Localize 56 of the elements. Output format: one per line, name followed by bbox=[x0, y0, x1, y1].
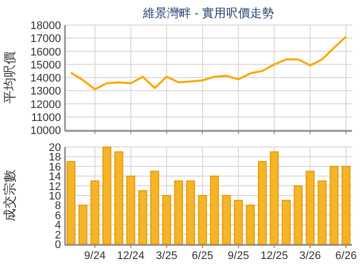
y-tick-label: 0 bbox=[54, 239, 61, 251]
bar bbox=[78, 204, 88, 244]
x-tick-label: 6/26 bbox=[335, 250, 357, 262]
x-tick-label: 12/25 bbox=[260, 250, 288, 262]
y-tick-label: 10 bbox=[48, 190, 61, 202]
x-tick-label: 9/24 bbox=[84, 250, 106, 262]
bar bbox=[270, 151, 279, 244]
bar bbox=[258, 161, 267, 244]
y-tick-label: 16000 bbox=[30, 46, 61, 58]
y-tick-label: 12000 bbox=[30, 98, 61, 111]
y-tick-label: 10000 bbox=[30, 125, 61, 137]
chart-title: 維景灣畔 - 實用呎價走勢 bbox=[142, 6, 274, 20]
bar bbox=[66, 161, 76, 244]
x-tick-label: 12/24 bbox=[117, 250, 145, 262]
bar bbox=[198, 195, 207, 244]
bar bbox=[222, 195, 231, 244]
bar bbox=[306, 170, 315, 244]
bar bbox=[318, 180, 327, 244]
x-tick-label: 9/25 bbox=[228, 250, 250, 262]
bar bbox=[138, 190, 148, 244]
bar bbox=[114, 151, 124, 244]
bar bbox=[126, 176, 136, 244]
y-tick-label: 4 bbox=[54, 220, 61, 232]
y-tick-label: 15000 bbox=[30, 59, 61, 72]
bar bbox=[282, 200, 291, 244]
bar bbox=[342, 166, 350, 244]
bar bbox=[102, 146, 112, 244]
line-series bbox=[70, 36, 348, 90]
y-tick-label: 20 bbox=[48, 142, 61, 154]
y-axis-title: 成交宗數 bbox=[2, 170, 17, 222]
bar bbox=[162, 195, 172, 244]
y-tick-label: 12 bbox=[48, 180, 61, 193]
bar bbox=[174, 180, 184, 244]
bar bbox=[234, 200, 243, 244]
y-tick-label: 18000 bbox=[30, 20, 61, 32]
y-tick-label: 16 bbox=[48, 161, 61, 174]
y-tick-label: 17000 bbox=[30, 33, 61, 46]
y-tick-label: 8 bbox=[54, 200, 61, 212]
x-tick-label: 3/25 bbox=[156, 250, 178, 262]
x-tick-label: 3/26 bbox=[299, 250, 321, 262]
y-tick-label: 14 bbox=[48, 171, 61, 184]
y-tick-label: 2 bbox=[54, 229, 61, 242]
bar bbox=[294, 185, 303, 244]
y-axis-title: 平均呎價 bbox=[2, 52, 17, 104]
x-tick-label: 6/25 bbox=[192, 250, 214, 262]
y-tick-label: 14000 bbox=[30, 72, 61, 84]
bar bbox=[210, 176, 219, 244]
y-tick-label: 11000 bbox=[31, 112, 61, 124]
bar bbox=[90, 180, 100, 244]
y-tick-label: 6 bbox=[54, 210, 61, 222]
bar bbox=[246, 204, 255, 244]
y-tick-label: 13000 bbox=[30, 86, 61, 98]
bar bbox=[186, 180, 196, 244]
y-tick-label: 18 bbox=[48, 152, 61, 164]
bar bbox=[150, 170, 160, 244]
bar bbox=[330, 166, 339, 244]
